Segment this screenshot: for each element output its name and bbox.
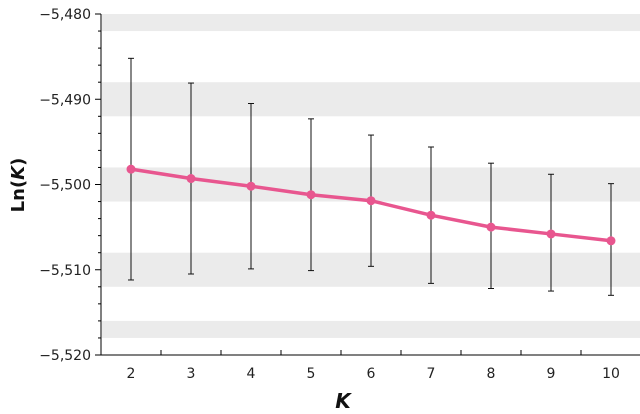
y-axis-title-suffix: ) <box>8 158 29 166</box>
data-point <box>606 236 616 246</box>
data-point <box>306 190 316 200</box>
x-tick-label: 8 <box>487 366 496 382</box>
x-tick-label: 3 <box>187 366 196 382</box>
grid-band <box>102 14 640 32</box>
x-tick-label: 7 <box>427 366 436 382</box>
x-tick-label: 6 <box>367 366 376 382</box>
y-tick-label: −5,490 <box>39 92 91 108</box>
y-axis-title-var: K <box>8 164 29 180</box>
grid-band <box>102 320 640 338</box>
x-tick-label: 2 <box>127 366 136 382</box>
y-axis-title-prefix: Ln( <box>8 180 29 213</box>
data-points <box>126 164 616 246</box>
grid-band <box>102 82 640 117</box>
y-tick-label: −5,520 <box>39 348 91 364</box>
x-ticks: 2 3 4 5 6 7 8 9 10 <box>127 350 620 382</box>
data-point <box>546 229 556 239</box>
data-point <box>486 222 496 232</box>
x-axis-title: K <box>335 389 352 413</box>
x-tick-label: 4 <box>247 366 256 382</box>
data-point <box>126 164 136 174</box>
x-tick-label: 9 <box>547 366 556 382</box>
y-tick-label: −5,510 <box>39 263 91 279</box>
y-tick-label: −5,480 <box>39 7 91 23</box>
data-point <box>186 174 196 184</box>
y-tick-label: −5,500 <box>39 178 91 194</box>
y-axis-title: Ln(K) <box>8 158 29 213</box>
x-tick-label: 5 <box>307 366 316 382</box>
data-point <box>366 196 376 206</box>
data-point <box>246 181 256 191</box>
x-tick-label: 10 <box>602 366 620 382</box>
data-point <box>426 210 436 220</box>
y-ticks: −5,520 −5,510 −5,500 −5,490 −5,480 <box>39 7 101 364</box>
